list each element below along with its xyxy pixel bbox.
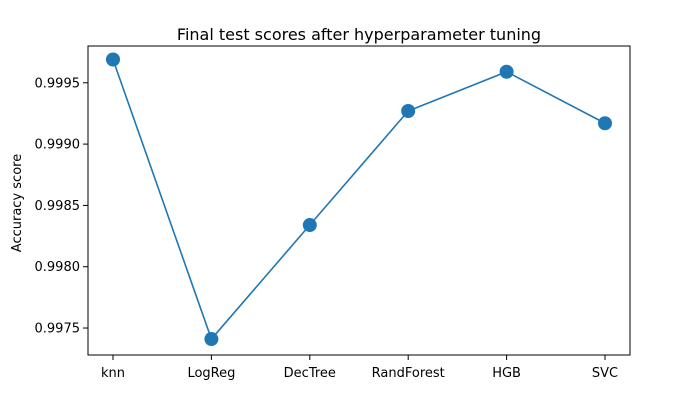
x-tick-label: LogReg [187,366,235,381]
x-tick-label: SVC [592,366,618,381]
y-tick-label: 0.9975 [35,322,81,337]
x-tick-label: knn [101,366,125,381]
data-point-logreg [204,332,219,347]
series-line [112,59,606,340]
x-tick-label: DecTree [284,366,336,381]
chart-title: Final test scores after hyperparameter t… [177,25,541,44]
x-tick-label: HGB [492,366,521,381]
data-point-svc [598,116,612,131]
y-tick-label: 0.9985 [35,199,81,214]
y-tick-label: 0.9990 [35,138,81,153]
data-point-knn [106,52,120,67]
y-axis-label: Accuracy score [10,154,25,252]
x-tick-label: RandForest [372,366,445,381]
y-tick-label: 0.9995 [35,76,81,91]
y-tick-label: 0.9980 [35,260,81,275]
data-point-randforest [401,103,416,118]
data-point-dectree [302,218,317,233]
series-layer [106,52,612,347]
plot-frame [87,45,631,356]
data-point-hgb [499,64,514,79]
axis-ticks: 0.9975 0.9980 0.9985 0.9990 0.9995 knn LogReg D… [35,76,619,381]
